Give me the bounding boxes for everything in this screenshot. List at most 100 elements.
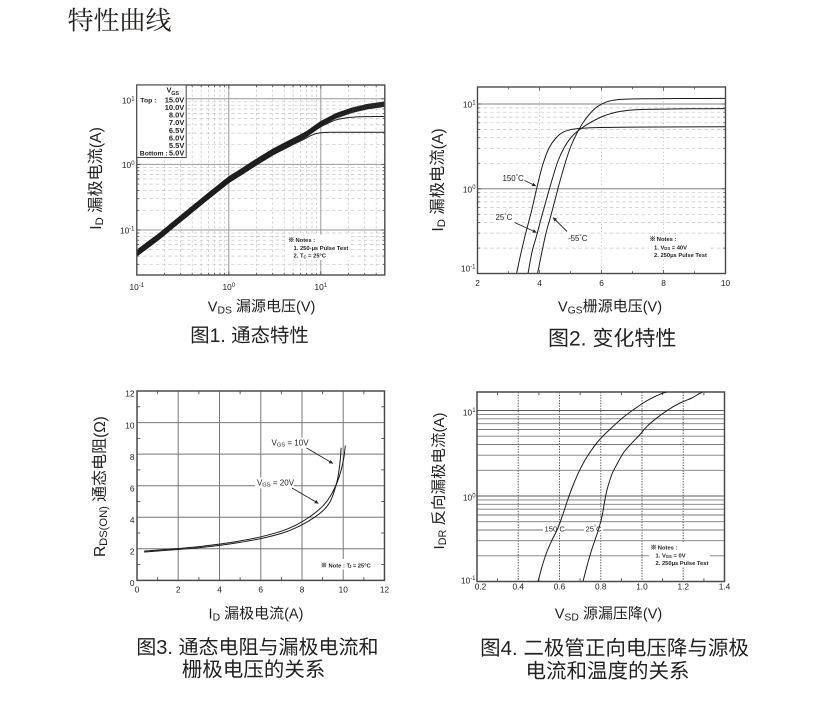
svg-text:C: C <box>596 525 602 534</box>
svg-text:4: 4 <box>130 515 135 525</box>
svg-text:Notes :: Notes : <box>296 238 316 244</box>
svg-text:°: ° <box>557 525 559 531</box>
svg-text:GS: GS <box>171 91 179 97</box>
svg-text:1.2: 1.2 <box>678 582 690 592</box>
svg-text:10: 10 <box>721 278 731 288</box>
svg-text:C: C <box>582 234 588 243</box>
svg-text:0: 0 <box>130 578 135 588</box>
svg-text:150: 150 <box>545 525 558 534</box>
svg-text:GS: GS <box>262 483 271 489</box>
svg-text:C: C <box>304 254 307 259</box>
svg-text:7.0V: 7.0V <box>169 118 184 127</box>
svg-text:GS: GS <box>568 305 583 316</box>
svg-text:10: 10 <box>315 282 325 292</box>
svg-text:SD: SD <box>564 613 578 624</box>
svg-text:5.5V: 5.5V <box>169 141 184 150</box>
svg-text:Ω: Ω <box>92 421 109 433</box>
svg-text:10: 10 <box>130 282 140 292</box>
svg-text:15.0V: 15.0V <box>165 96 185 105</box>
svg-text:-1: -1 <box>139 283 145 289</box>
svg-text:C: C <box>518 174 524 183</box>
svg-text:1.4: 1.4 <box>719 582 731 592</box>
svg-text:D: D <box>213 613 221 624</box>
svg-text:10: 10 <box>463 493 473 503</box>
svg-text:10: 10 <box>463 407 473 417</box>
svg-text:DS: DS <box>218 305 233 316</box>
svg-text:V: V <box>167 85 172 94</box>
svg-text:2. T: 2. T <box>294 254 304 260</box>
svg-text:4: 4 <box>217 584 222 594</box>
svg-text:DR: DR <box>437 530 449 546</box>
svg-text:GS: GS <box>277 443 286 449</box>
svg-text:J: J <box>349 564 352 569</box>
svg-text:8.0V: 8.0V <box>169 111 184 120</box>
svg-text:6: 6 <box>130 483 135 493</box>
svg-text:DS(ON): DS(ON) <box>98 506 110 546</box>
svg-text:4: 4 <box>537 278 542 288</box>
svg-text:0: 0 <box>472 185 476 191</box>
svg-text:1. 250-: 1. 250- <box>294 246 312 252</box>
svg-text:(: ( <box>92 432 109 438</box>
svg-text:1: 1 <box>472 100 476 106</box>
svg-text:(A): (A) <box>284 607 303 623</box>
svg-text:10: 10 <box>120 226 130 236</box>
svg-text:(A): (A) <box>431 413 448 433</box>
svg-text:I: I <box>430 227 447 231</box>
svg-text:μ: μ <box>670 253 674 259</box>
svg-text:10: 10 <box>461 264 471 274</box>
svg-text:μ: μ <box>312 246 316 252</box>
svg-text:R: R <box>92 546 109 557</box>
svg-text:Top :: Top : <box>140 98 156 105</box>
svg-text:= 25°C: = 25°C <box>307 254 327 260</box>
svg-text:8: 8 <box>661 278 666 288</box>
svg-text:D: D <box>94 217 106 225</box>
svg-text:(V): (V) <box>643 607 662 623</box>
svg-text:(A): (A) <box>88 127 105 148</box>
svg-text:s Pulse Test: s Pulse Test <box>674 253 707 259</box>
svg-text:2.: 2. <box>569 328 592 351</box>
svg-text:10: 10 <box>122 160 132 170</box>
svg-text:1: 1 <box>324 283 328 289</box>
svg-text:10: 10 <box>461 575 471 585</box>
svg-text:2: 2 <box>130 547 135 557</box>
svg-text:1: 1 <box>472 408 476 414</box>
svg-text:1.: 1. <box>210 325 232 347</box>
svg-text:s Pulse Test: s Pulse Test <box>315 246 348 252</box>
svg-text:10: 10 <box>463 100 473 110</box>
svg-text:°: ° <box>504 213 506 219</box>
svg-text:(V): (V) <box>643 299 662 315</box>
svg-text:°: ° <box>594 525 596 531</box>
svg-text:1.0: 1.0 <box>636 582 648 592</box>
svg-text:5.0V: 5.0V <box>169 148 184 157</box>
svg-text:0.4: 0.4 <box>513 582 525 592</box>
svg-text:12: 12 <box>125 389 135 399</box>
svg-text:25: 25 <box>586 525 594 534</box>
svg-text:0: 0 <box>135 584 140 594</box>
svg-text:-1: -1 <box>129 226 135 232</box>
svg-text:= 0V: = 0V <box>672 553 686 559</box>
svg-text:= 10V: = 10V <box>285 439 309 448</box>
svg-text:10: 10 <box>125 420 135 430</box>
svg-text:2: 2 <box>176 584 181 594</box>
svg-text:GS: GS <box>666 554 672 559</box>
svg-text:= 20V: = 20V <box>271 479 295 488</box>
svg-text:-1: -1 <box>470 576 476 582</box>
svg-text:V: V <box>272 439 278 448</box>
svg-text:V: V <box>208 299 218 315</box>
svg-text:2. 250: 2. 250 <box>654 253 670 259</box>
svg-text:I: I <box>88 225 105 229</box>
svg-text:0.8: 0.8 <box>595 582 607 592</box>
svg-text:1: 1 <box>131 96 135 102</box>
svg-text:2. 250: 2. 250 <box>656 561 672 567</box>
svg-text:°: ° <box>516 174 518 180</box>
svg-text:I: I <box>431 545 448 549</box>
svg-text:°: ° <box>579 234 581 240</box>
svg-text:0.6: 0.6 <box>554 582 566 592</box>
svg-text:C: C <box>507 213 513 222</box>
svg-text:10: 10 <box>223 282 233 292</box>
svg-text:Bottom :: Bottom : <box>140 150 168 157</box>
svg-text:s Pulse Test: s Pulse Test <box>675 561 708 567</box>
svg-text:6.5V: 6.5V <box>169 126 184 135</box>
svg-text:= 25°C: = 25°C <box>351 563 371 569</box>
svg-text:0: 0 <box>131 161 135 167</box>
